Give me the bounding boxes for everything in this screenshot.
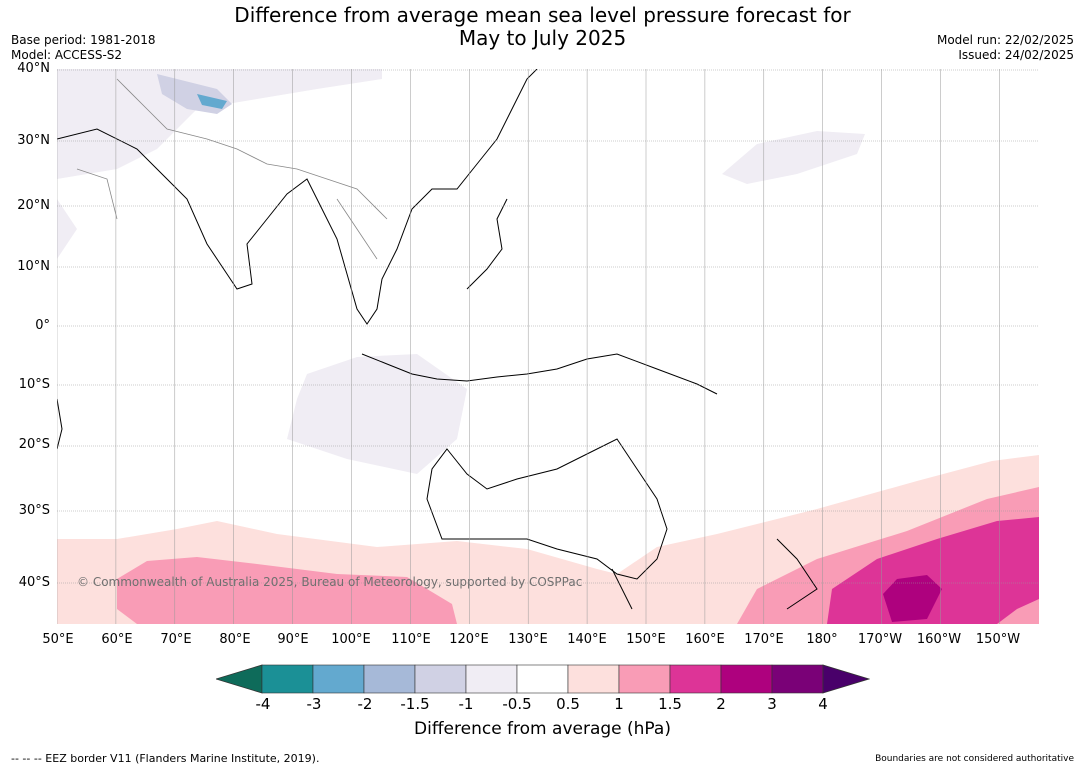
anomaly-positive-2 bbox=[883, 575, 942, 622]
lon-label: 120°E bbox=[449, 632, 489, 647]
lon-label: 80°E bbox=[219, 632, 251, 647]
lon-label: 170°W bbox=[857, 632, 903, 647]
anomaly-negative-pacific-north bbox=[722, 131, 865, 184]
graticule-meridians bbox=[57, 69, 1000, 624]
colorbar-tick: -3 bbox=[306, 695, 322, 713]
lat-label: 20°S bbox=[18, 437, 50, 452]
anomaly-negative-north-africa bbox=[57, 69, 382, 179]
anomaly-positive-1 bbox=[117, 557, 457, 624]
eez-legend: -- -- -- EEZ border V11 (Flanders Marine… bbox=[11, 752, 320, 765]
colorbar-arrow-low bbox=[216, 664, 263, 694]
graticule-parallels bbox=[57, 69, 1039, 584]
lon-label: 160°W bbox=[916, 632, 962, 647]
lat-label: 10°N bbox=[17, 259, 50, 274]
colorbar-segment bbox=[414, 664, 467, 694]
lon-label: 130°E bbox=[508, 632, 548, 647]
coastlines bbox=[57, 69, 818, 610]
colorbar-segment bbox=[516, 664, 569, 694]
colorbar-tick: 3 bbox=[767, 695, 777, 713]
lat-label: 40°N bbox=[17, 61, 50, 76]
lon-label: 160°E bbox=[685, 632, 725, 647]
map-panel bbox=[57, 69, 1039, 624]
colorbar-segment bbox=[567, 664, 620, 694]
chart-title: Difference from average mean sea level p… bbox=[0, 4, 1085, 50]
anomaly-negative-tibet-core bbox=[197, 94, 227, 109]
model-info: Base period: 1981-2018 Model: ACCESS-S2 bbox=[11, 33, 156, 63]
colorbar-segment bbox=[669, 664, 722, 694]
base-period: Base period: 1981-2018 bbox=[11, 33, 156, 47]
title-line-2: May to July 2025 bbox=[458, 26, 627, 50]
colorbar-segment bbox=[771, 664, 824, 694]
lon-label: 170°E bbox=[744, 632, 784, 647]
colorbar-arrow-high bbox=[822, 664, 870, 694]
lat-label: 40°S bbox=[18, 575, 50, 590]
map-canvas bbox=[57, 69, 1039, 624]
colorbar-tick: 0.5 bbox=[556, 695, 580, 713]
lat-label: 30°S bbox=[18, 503, 50, 518]
title-line-1: Difference from average mean sea level p… bbox=[234, 3, 851, 27]
lat-label: 20°N bbox=[17, 198, 50, 213]
lon-label: 140°E bbox=[567, 632, 607, 647]
lon-label: 70°E bbox=[160, 632, 192, 647]
colorbar-segment bbox=[720, 664, 773, 694]
colorbar-segment bbox=[618, 664, 671, 694]
run-info: Model run: 22/02/2025 Issued: 24/02/2025 bbox=[937, 33, 1074, 63]
colorbar-tick: -1.5 bbox=[400, 695, 430, 713]
lon-label: 180° bbox=[806, 632, 838, 647]
lon-label: 110°E bbox=[391, 632, 431, 647]
lat-label: 30°N bbox=[17, 133, 50, 148]
lon-label: 90°E bbox=[277, 632, 309, 647]
lon-label: 60°E bbox=[101, 632, 133, 647]
lon-label: 150°W bbox=[975, 632, 1021, 647]
colorbar-segment bbox=[363, 664, 416, 694]
colorbar-label: Difference from average (hPa) bbox=[414, 719, 671, 739]
colorbar-tick: -4 bbox=[255, 695, 271, 713]
colorbar-segment bbox=[261, 664, 314, 694]
colorbar-segments bbox=[216, 664, 870, 694]
colorbar bbox=[216, 664, 870, 694]
colorbar-tick: -0.5 bbox=[502, 695, 532, 713]
lon-label: 50°E bbox=[42, 632, 74, 647]
boundary-disclaimer: Boundaries are not considered authoritat… bbox=[875, 754, 1074, 764]
lon-label: 150°E bbox=[626, 632, 666, 647]
colorbar-tick: -1 bbox=[458, 695, 474, 713]
lon-label: 100°E bbox=[331, 632, 371, 647]
lat-label: 0° bbox=[35, 318, 50, 333]
country-borders bbox=[76, 78, 388, 260]
anomaly-west-africa-strip bbox=[57, 199, 77, 259]
anomaly-negative-indian-ocean bbox=[287, 354, 467, 474]
colorbar-segment bbox=[465, 664, 518, 694]
model-name: Model: ACCESS-S2 bbox=[11, 48, 123, 62]
anomaly-positive-15 bbox=[827, 517, 1039, 624]
lat-label: 10°S bbox=[18, 377, 50, 392]
colorbar-tick: 1 bbox=[614, 695, 624, 713]
colorbar-tick: 1.5 bbox=[658, 695, 682, 713]
model-run-date: Model run: 22/02/2025 bbox=[936, 33, 1074, 47]
issued-date: Issued: 24/02/2025 bbox=[958, 48, 1074, 62]
colorbar-tick: -2 bbox=[357, 695, 373, 713]
colorbar-segment bbox=[312, 664, 365, 694]
copyright-notice: © Commonwealth of Australia 2025, Bureau… bbox=[77, 575, 583, 589]
colorbar-tick: 2 bbox=[716, 695, 726, 713]
colorbar-tick: 4 bbox=[818, 695, 828, 713]
